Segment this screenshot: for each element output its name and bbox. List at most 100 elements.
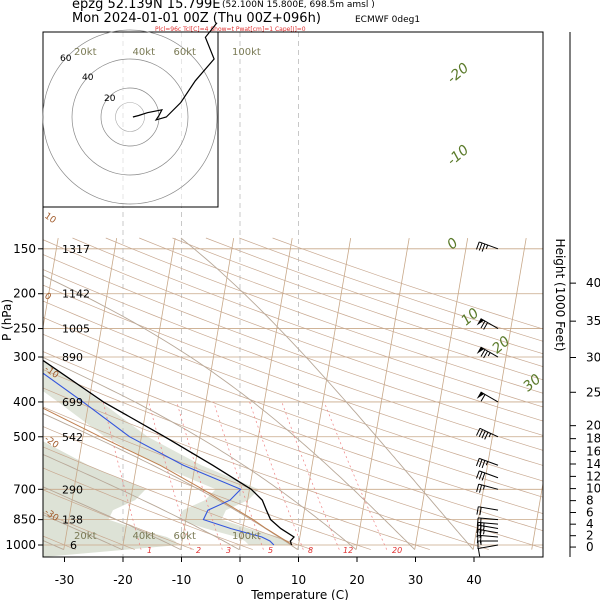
dry-adiabat xyxy=(43,489,194,550)
height-tick-label: 18 xyxy=(586,432,600,446)
x-tick-label: -10 xyxy=(172,573,192,587)
wind-speed-label: 20kt xyxy=(74,531,97,542)
wind-barb-feather xyxy=(476,535,479,544)
isotherm xyxy=(238,237,293,550)
dry-adiabat xyxy=(43,269,543,451)
p-tick-label: 700 xyxy=(13,482,36,496)
level-height-label: 890 xyxy=(62,351,83,364)
wind-barb-feather xyxy=(480,394,486,402)
mixing-ratio-label: 5 xyxy=(268,546,273,555)
p-tick-label: 400 xyxy=(13,395,36,409)
wind-barb-feather xyxy=(476,484,480,492)
moist-adiabat xyxy=(180,237,474,550)
wind-barb-feather xyxy=(481,460,486,469)
height-tick-label: 2 xyxy=(586,529,594,543)
humidity-shading xyxy=(43,32,179,557)
wind-barb-feather xyxy=(476,506,479,515)
dry-adiabat xyxy=(43,406,430,550)
wind-barb-feather xyxy=(483,350,489,359)
p-tick-label: 850 xyxy=(13,513,36,527)
dry-adiabat xyxy=(43,426,371,550)
wind-barb-flag xyxy=(476,391,485,399)
level-height-label: 290 xyxy=(62,483,83,496)
wind-barb xyxy=(476,517,499,527)
mixing-ratio-line xyxy=(176,401,223,550)
wind-barb-feather xyxy=(476,458,480,467)
dry-adiabat xyxy=(43,317,543,498)
indices-text: Plcl=96c Tcl[C]=4 Show=t Pwat[cm]=1 Cape… xyxy=(155,26,306,33)
x-tick-label: -30 xyxy=(55,573,75,587)
hodograph-ring-inner xyxy=(115,102,145,132)
wind-barb xyxy=(476,457,499,469)
isotherm xyxy=(531,480,543,550)
moist-adiabat xyxy=(43,275,416,550)
wind-barb-feather xyxy=(479,507,482,516)
moist-adiabat xyxy=(43,453,240,550)
dry-adiabat xyxy=(172,237,543,368)
wind-barb-feather xyxy=(480,349,486,357)
mixing-ratio-label: 2 xyxy=(196,546,201,555)
height-tick-label: 6 xyxy=(586,505,594,519)
height-tick-label: 20 xyxy=(586,419,600,433)
height-tick-label: 14 xyxy=(586,457,600,471)
dry-adiabat xyxy=(43,333,543,515)
level-height-label: 6 xyxy=(70,539,77,552)
level-height-label: 1142 xyxy=(62,288,90,301)
mixing-ratio-label: 3 xyxy=(226,546,231,555)
p-tick-label: 250 xyxy=(13,322,36,336)
isotherm xyxy=(43,237,59,330)
moist-adiabat xyxy=(43,486,181,551)
wind-barb-flag xyxy=(476,347,485,354)
wind-barb-feather xyxy=(479,535,482,544)
wind-barb-feather xyxy=(476,529,479,538)
wind-barb-feather xyxy=(476,517,479,526)
wind-barb-feather xyxy=(480,320,486,329)
wind-speed-label: 100kt xyxy=(232,47,261,58)
mixing-ratio-label: 8 xyxy=(308,546,313,555)
wind-barb-feather xyxy=(479,484,483,493)
dry-adiabat xyxy=(205,237,543,355)
wind-barb-feather xyxy=(478,242,483,251)
dry-adiabat xyxy=(72,237,543,408)
wind-barb-staff xyxy=(480,346,499,358)
wind-barb-flag xyxy=(476,318,485,326)
wind-barb-half xyxy=(488,433,492,438)
height-tick-label: 8 xyxy=(586,494,594,508)
level-height-label: 1317 xyxy=(62,243,90,256)
plot-frame xyxy=(42,31,544,558)
dry-adiabat xyxy=(139,237,543,381)
dry-adiabat xyxy=(43,387,489,550)
title-station: epzg 52.139N 15.799E xyxy=(72,0,221,12)
x-tick-label: 40 xyxy=(466,573,481,587)
dry-adiabat xyxy=(43,254,543,436)
wind-barb xyxy=(477,544,499,557)
wind-barb-half xyxy=(485,461,489,466)
wind-barb-staff xyxy=(480,391,499,403)
p-tick-label: 300 xyxy=(13,350,36,364)
humidity-shading-upper xyxy=(43,360,292,545)
mixing-ratio-line xyxy=(249,401,304,550)
isotherm xyxy=(414,237,469,550)
mixing-ratio-label: 1 xyxy=(147,546,152,555)
temperature-profile xyxy=(43,359,295,546)
wind-barb xyxy=(476,346,499,359)
x-tick-label: -20 xyxy=(113,573,133,587)
height-tick-label: 30 xyxy=(586,350,600,364)
wind-speed-label: 100kt xyxy=(232,531,261,542)
height-tick-label: 16 xyxy=(586,444,600,458)
wind-barb-feather xyxy=(478,429,484,438)
title-coords: (52.100N 15.800E, 698.5m amsl ) xyxy=(222,0,375,10)
mixing-ratio-line xyxy=(102,401,142,550)
wind-barb-staff xyxy=(478,524,499,530)
isotherm xyxy=(355,237,410,550)
dry-adiabat xyxy=(105,237,543,394)
p-tick-label: 200 xyxy=(13,287,36,301)
x-tick-label: 0 xyxy=(236,573,244,587)
level-height-label: 699 xyxy=(62,396,83,409)
mixing-ratio-line xyxy=(281,401,340,550)
mixing-ratio-label: 20 xyxy=(392,546,402,555)
mixing-ratio-line xyxy=(323,401,388,550)
wind-barb-feather xyxy=(476,428,481,436)
wind-barb-feather xyxy=(481,430,486,439)
